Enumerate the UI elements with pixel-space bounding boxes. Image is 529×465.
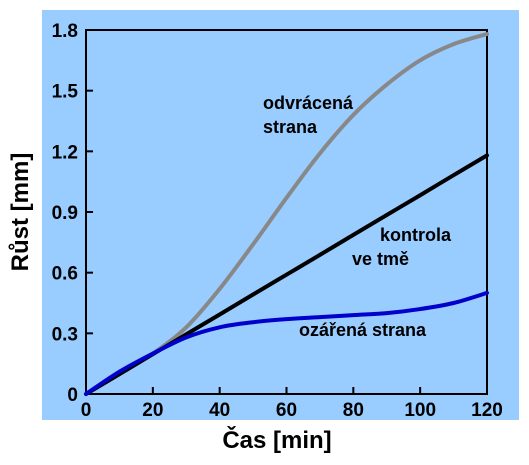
x-tick-label: 120 bbox=[471, 400, 503, 421]
annotation-odvracena-line-1: odvrácená bbox=[263, 93, 354, 113]
y-axis-label: Růst [mm] bbox=[7, 153, 34, 272]
x-tick-label: 40 bbox=[209, 400, 230, 421]
y-tick-label: 0.3 bbox=[52, 324, 78, 345]
y-tick-label: 1.8 bbox=[52, 21, 78, 42]
annotation-kontrola-line-2: ve tmě bbox=[352, 249, 409, 269]
x-tick-label: 20 bbox=[142, 400, 163, 421]
y-tick-label: 1.5 bbox=[52, 82, 79, 103]
annotation-odvracena-line-2: strana bbox=[263, 117, 318, 137]
x-tick-label: 60 bbox=[276, 400, 297, 421]
x-axis-ticks: 0 20 40 60 80 100 120 bbox=[81, 387, 503, 421]
y-tick-label: 0 bbox=[67, 385, 78, 406]
plot-background bbox=[42, 10, 519, 420]
y-axis-ticks: 0 0.3 0.6 0.9 1.2 1.5 1.8 bbox=[52, 21, 93, 406]
x-tick-label: 80 bbox=[343, 400, 364, 421]
series-line-ozarena-strana bbox=[84, 290, 489, 396]
y-tick-label: 1.2 bbox=[52, 142, 78, 163]
x-axis-label: Čas [min] bbox=[222, 426, 331, 454]
annotation-kontrola-line-1: kontrola bbox=[380, 225, 452, 245]
x-tick-label: 100 bbox=[404, 400, 436, 421]
series-lines bbox=[84, 32, 489, 396]
y-tick-label: 0.9 bbox=[52, 203, 78, 224]
y-tick-label: 0.6 bbox=[52, 264, 78, 285]
annotation-ozarena: ozářená strana bbox=[299, 320, 427, 340]
x-tick-label: 0 bbox=[81, 400, 92, 421]
